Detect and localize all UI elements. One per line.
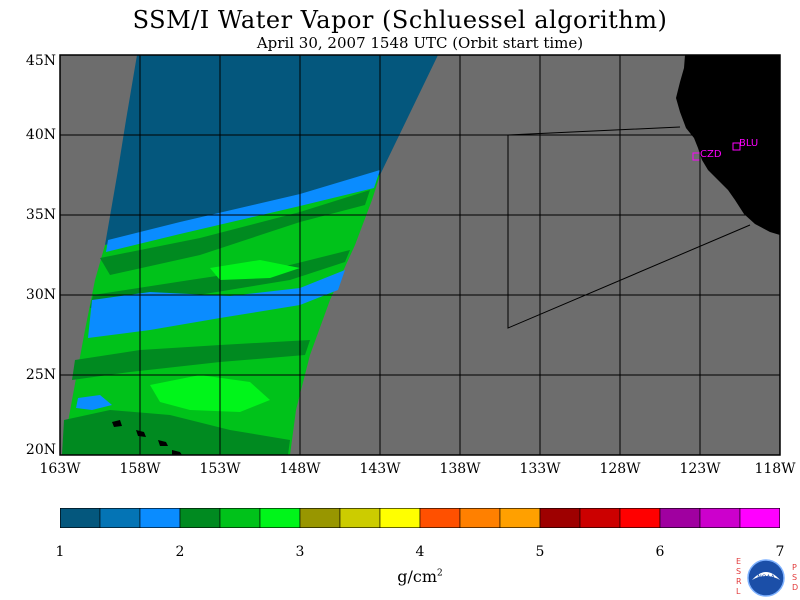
colorbar-swatch [459, 508, 501, 528]
colorbar-swatch [139, 508, 181, 528]
colorbar-tick-3: 3 [295, 544, 305, 560]
colorbar-tick-1: 1 [55, 544, 65, 560]
lon-label-148w: 148W [279, 461, 321, 477]
lat-label-40n: 40N [25, 127, 56, 143]
swath-dark-blue [105, 55, 438, 245]
lon-label-133w: 133W [519, 461, 561, 477]
logo-letter-s: S [736, 567, 742, 576]
swath-blue-band [106, 170, 380, 252]
logo-letter-d: D [792, 583, 799, 592]
lat-label-35n: 35N [25, 207, 56, 223]
colorbar-swatch [499, 508, 541, 528]
units-exponent: 2 [437, 568, 443, 579]
colorbar-swatch [259, 508, 301, 528]
lat-label-20n: 20N [25, 442, 56, 458]
swath-bright-green [210, 260, 300, 280]
colorbar-swatch [179, 508, 221, 528]
logo-letter-r: R [736, 577, 742, 586]
lat-gridlines [60, 134, 780, 376]
lon-label-153w: 153W [199, 461, 241, 477]
noaa-seal-icon: NOAA [747, 559, 785, 597]
lon-label-158w: 158W [119, 461, 161, 477]
lon-label-138w: 138W [439, 461, 481, 477]
lon-label-123w: 123W [679, 461, 721, 477]
colorbar-swatch [579, 508, 621, 528]
hawaii-island [112, 420, 122, 427]
logo-letter-l: L [736, 587, 741, 596]
station-label-blu: BLU [739, 138, 758, 149]
lon-label-118w: 118W [754, 461, 796, 477]
lat-label-25n: 25N [25, 367, 56, 383]
swath-blue-band [88, 270, 345, 338]
colorbar-swatch [379, 508, 421, 528]
station-marker-blu [732, 142, 741, 151]
swath-dark-green-band [100, 190, 370, 275]
land-mass [676, 55, 780, 235]
chart-subtitle: April 30, 2007 1548 UTC (Orbit start tim… [256, 34, 584, 52]
lat-label-45n: 45N [25, 53, 56, 69]
lon-label-128w: 128W [599, 461, 641, 477]
colorbar-swatch [539, 508, 581, 528]
colorbar-swatch [60, 508, 101, 528]
swath-dark-green-band [72, 340, 310, 380]
colorbar-tick-7: 7 [775, 544, 785, 560]
colorbar-swatch [699, 508, 741, 528]
colorbar-tick-2: 2 [175, 544, 185, 560]
swath-blue-band [76, 395, 112, 410]
colorbar-tick-6: 6 [655, 544, 665, 560]
logo-letter-e: E [736, 557, 742, 566]
colorbar-swatch [659, 508, 701, 528]
colorbar-swatch [619, 508, 661, 528]
colorbar-units: g/cm2 [300, 567, 540, 586]
lon-label-143w: 143W [359, 461, 401, 477]
colorbar-swatch [339, 508, 381, 528]
hawaii-island [158, 440, 168, 446]
colorbar-tick-5: 5 [535, 544, 545, 560]
logo-letter-s2: S [792, 573, 798, 582]
lon-gridlines [139, 55, 701, 455]
lon-label-163w: 163W [39, 461, 81, 477]
colorbar-swatch [299, 508, 341, 528]
lat-label-30n: 30N [25, 287, 56, 303]
colorbar-tick-4: 4 [415, 544, 425, 560]
colorbar-swatch [419, 508, 461, 528]
colorbar [60, 508, 780, 528]
svg-text:NOAA: NOAA [757, 574, 775, 581]
station-label-czd: CZD [700, 149, 722, 160]
hawaii-island [172, 450, 182, 455]
colorbar-swatch [219, 508, 261, 528]
chart-title: SSM/I Water Vapor (Schluessel algorithm) [132, 6, 668, 34]
logo-letter-p: P [792, 563, 797, 572]
hawaii-island [136, 430, 146, 437]
flight-box [507, 126, 751, 329]
noaa-esrl-logo: E S R L NOAA P S D [730, 556, 800, 600]
map-frame [59, 54, 781, 456]
colorbar-swatch [739, 508, 780, 528]
colorbar-swatch [99, 508, 141, 528]
units-text: g/cm [397, 567, 438, 586]
swath-bright-green [150, 375, 270, 412]
